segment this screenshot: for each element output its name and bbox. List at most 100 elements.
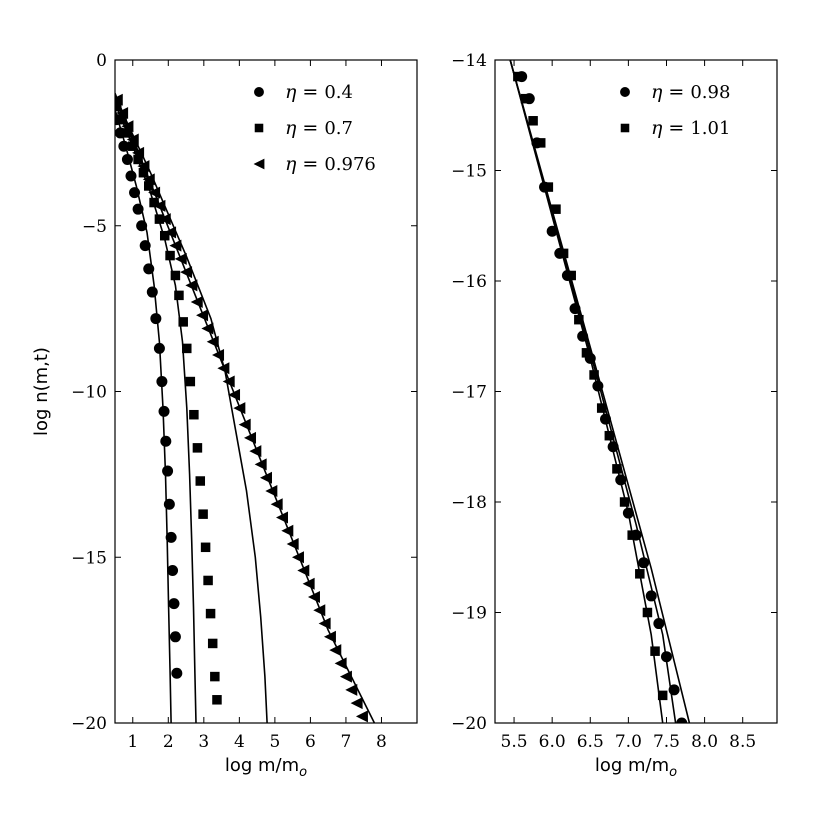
right-panel: 5.5 6.0 6.5 7.0 7.5 8.0 8.5 −14 −15 −16 −17 −18 −19 −… xyxy=(451,51,778,780)
x-tick-label: 6.0 xyxy=(539,732,566,752)
data-point-square xyxy=(138,167,149,178)
data-point-triangle-left xyxy=(116,107,129,120)
data-point-square xyxy=(635,569,645,579)
fit-line xyxy=(509,60,677,723)
y-tick-label: −10 xyxy=(71,383,107,403)
data-point-triangle-left xyxy=(121,120,134,133)
x-tick-label: 2 xyxy=(163,732,174,752)
legend-marker-triangle-left xyxy=(253,158,265,170)
data-point-circle xyxy=(167,565,179,577)
data-point-square xyxy=(149,197,159,208)
data-point-square xyxy=(189,409,199,420)
data-point-square xyxy=(185,376,196,387)
data-point-square xyxy=(581,348,592,358)
data-point-square xyxy=(513,71,523,82)
data-point-square xyxy=(205,608,216,619)
left-panel: 1 2 3 4 5 6 7 8 0 −5 −10 −15 −20 log m/mo log n(m,t) η … xyxy=(31,51,418,780)
y-tick-label: −15 xyxy=(451,162,487,182)
data-point-triangle-left xyxy=(238,418,251,431)
y-tick-label: −18 xyxy=(451,493,487,513)
data-point-triangle-left xyxy=(217,362,230,375)
data-point-triangle-left xyxy=(196,309,209,322)
data-point-square xyxy=(551,204,561,214)
data-point-triangle-left xyxy=(132,146,145,159)
data-point-triangle-left xyxy=(313,604,326,617)
data-point-square xyxy=(535,138,546,148)
data-point-square xyxy=(144,181,154,191)
data-point-square xyxy=(198,509,208,519)
data-point-circle xyxy=(171,667,183,679)
data-point-square xyxy=(133,154,143,165)
data-point-triangle-left xyxy=(323,630,336,643)
data-point-triangle-left xyxy=(158,213,171,226)
x-tick-label: 5.5 xyxy=(501,732,528,752)
x-axis-label: log m/mo xyxy=(595,755,677,780)
x-tick-label: 8 xyxy=(376,732,387,752)
data-point-triangle-left xyxy=(355,710,368,723)
y-tick-label: −20 xyxy=(451,714,487,734)
data-point-triangle-left xyxy=(228,388,241,401)
legend: η = 0.4 η = 0.7 η = 0.976 xyxy=(253,81,376,175)
data-point-triangle-left xyxy=(286,537,299,550)
data-point-square xyxy=(192,443,203,453)
data-point-circle xyxy=(160,435,172,447)
data-point-circle xyxy=(169,631,181,643)
data-point-triangle-left xyxy=(185,279,198,292)
data-point-triangle-left xyxy=(206,335,219,348)
data-point-triangle-left xyxy=(174,252,187,265)
data-point-square xyxy=(174,290,184,301)
data-point-square xyxy=(650,646,660,656)
data-point-triangle-left xyxy=(222,375,235,388)
data-point-square xyxy=(122,128,133,138)
data-point-triangle-left xyxy=(164,226,177,239)
data-point-triangle-left xyxy=(233,402,246,415)
data-point-triangle-left xyxy=(137,160,150,173)
y-tick-label: −19 xyxy=(451,604,487,624)
data-point-square xyxy=(115,101,122,112)
plot-frame xyxy=(114,59,418,724)
data-point-triangle-left xyxy=(201,322,214,335)
legend-marker-square xyxy=(254,123,264,133)
data-point-circle xyxy=(158,405,170,417)
data-point-square xyxy=(566,270,576,281)
y-axis-label: log n(m,t) xyxy=(31,347,52,436)
data-point-square xyxy=(528,116,538,126)
data-point-square xyxy=(117,114,127,125)
data-point-circle xyxy=(118,140,130,152)
data-point-circle xyxy=(143,263,155,275)
data-point-circle xyxy=(156,376,168,388)
data-point-triangle-left xyxy=(265,484,278,497)
data-point-square xyxy=(520,93,531,104)
data-point-circle xyxy=(653,618,665,630)
data-point-square xyxy=(212,695,222,705)
data-point-circle xyxy=(162,465,174,477)
legend-entry: η = 0.4 xyxy=(285,81,353,103)
data-point-triangle-left xyxy=(270,498,283,511)
legend-entry: η = 0.976 xyxy=(285,153,376,175)
data-point-triangle-left xyxy=(281,524,294,537)
x-tick-label: 7.0 xyxy=(615,732,642,752)
data-point-triangle-left xyxy=(142,173,155,186)
data-point-square xyxy=(200,542,211,553)
x-axis-label: log m/mo xyxy=(225,755,307,780)
data-point-triangle-left xyxy=(153,199,166,212)
data-point-triangle-left xyxy=(115,93,123,106)
x-tick-label: 5 xyxy=(269,732,280,752)
data-point-circle xyxy=(150,313,162,325)
data-point-triangle-left xyxy=(345,683,358,696)
data-point-triangle-left xyxy=(302,577,315,590)
data-point-triangle-left xyxy=(169,239,182,252)
data-point-square xyxy=(182,343,192,354)
y-tick-label: −17 xyxy=(451,383,487,403)
y-tick-label: −20 xyxy=(71,714,107,734)
data-point-triangle-left xyxy=(249,445,262,458)
data-point-triangle-left xyxy=(180,266,193,279)
data-point-circle xyxy=(136,220,148,232)
data-point-circle xyxy=(132,203,144,215)
x-tick-label: 6 xyxy=(305,732,316,752)
data-point-circle xyxy=(676,717,688,723)
data-point-triangle-left xyxy=(212,349,225,362)
y-tick-label: −16 xyxy=(451,272,487,292)
y-tick-label: 0 xyxy=(96,51,107,71)
legend-entry: η = 1.01 xyxy=(651,117,730,139)
